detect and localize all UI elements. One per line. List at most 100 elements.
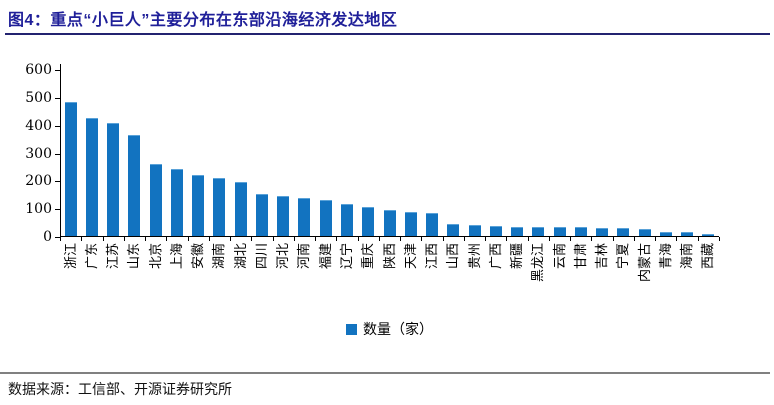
x-axis-tick [442,237,444,241]
x-axis-tick [655,237,657,241]
x-axis-label: 湖北 [232,243,248,270]
bar-湖北 [234,182,247,236]
x-axis-label: 西藏 [700,243,716,270]
x-axis-label: 陕西 [381,243,397,270]
x-axis-tick [336,237,338,241]
y-axis-tick-label: 0 [43,229,52,245]
x-axis-label: 黑龙江 [530,243,546,283]
bar-江西 [426,213,439,236]
y-axis-tick [55,153,60,155]
x-axis-tick [527,237,529,241]
x-axis-tick [123,237,125,241]
x-axis-label: 广东 [83,243,99,270]
bar-上海 [170,169,183,236]
bar-山东 [128,135,141,236]
x-axis-tick [570,237,572,241]
footer-divider [0,372,770,374]
x-axis-label: 山西 [445,243,461,270]
bar-甘肃 [574,227,587,236]
x-axis-tick [548,237,550,241]
x-axis-tick [166,237,168,241]
x-axis-tick [251,237,253,241]
bar-西藏 [702,234,715,236]
figure-title: 图4：重点“小巨人”主要分布在东部沿海经济发达地区 [8,12,398,29]
x-axis-label: 海南 [679,243,695,270]
bar-新疆 [511,227,524,236]
legend-marker-icon [346,323,357,335]
bar-河南 [298,198,311,236]
x-axis-label: 江苏 [105,243,121,270]
bar-吉林 [596,228,609,236]
y-axis-tick [55,181,60,183]
x-axis-tick [357,237,359,241]
bar-贵州 [468,225,481,236]
x-axis-tick [612,237,614,241]
x-axis-tick [463,237,465,241]
legend-label: 数量（家） [363,323,433,338]
x-axis-label: 福建 [317,243,333,270]
bar-福建 [319,200,332,236]
bar-chart: 0 100 200 300 400 500 600 浙江 广东 江苏 山东 北京 上海 安徽 湖南 湖北 四川… [0,40,774,320]
x-axis-tick [315,237,317,241]
x-axis-tick [81,237,83,241]
x-axis-label: 吉林 [594,243,610,270]
y-axis-tick [55,70,60,72]
bar-广西 [489,226,502,236]
legend: 数量（家） [60,319,719,339]
bar-河北 [277,196,290,236]
y-axis-tick-label: 300 [25,145,52,162]
x-axis-label: 安徽 [190,243,206,270]
bar-陕西 [383,210,396,236]
x-axis-label: 河南 [296,243,312,270]
x-axis-label: 山东 [126,243,142,270]
bar-云南 [553,227,566,236]
x-axis-label: 上海 [168,243,184,270]
x-axis-label: 四川 [253,243,269,270]
y-axis-tick [55,237,60,238]
x-axis-label: 宁夏 [615,243,631,270]
bar-重庆 [362,207,375,236]
x-axis-label: 浙江 [62,243,78,270]
x-axis-tick [719,237,720,241]
bar-海南 [681,232,694,236]
x-axis-tick [272,237,274,241]
bar-四川 [255,194,268,236]
y-axis-tick-label: 400 [25,117,52,134]
x-axis-tick [591,237,593,241]
y-axis-tick-label: 200 [25,173,52,190]
y-axis-tick [55,98,60,99]
x-axis-tick [676,237,678,241]
bar-广东 [85,118,98,236]
x-axis-label: 甘肃 [572,243,588,270]
x-axis-label: 河北 [275,243,291,270]
x-axis-label: 云南 [551,243,567,270]
x-axis-tick [633,237,635,241]
x-axis-label: 江西 [424,243,440,270]
x-axis-label: 内蒙古 [636,243,652,283]
x-axis-tick [60,237,61,241]
x-axis-label: 广西 [487,243,503,270]
bar-山西 [447,224,460,236]
x-axis-tick [506,237,508,241]
bar-天津 [404,212,417,236]
x-axis-tick [293,237,295,241]
x-axis-tick [187,237,189,241]
plot-area [60,64,719,237]
bar-宁夏 [617,228,630,236]
x-axis-label: 湖南 [211,243,227,270]
x-axis-label: 贵州 [466,243,482,270]
x-axis-label: 北京 [147,243,163,270]
x-axis-label: 新疆 [509,243,525,270]
bar-辽宁 [340,204,353,236]
x-axis-label: 天津 [402,243,418,270]
source-note: 数据来源：工信部、开源证券研究所 [8,383,232,398]
y-axis-tick [55,209,60,211]
bar-内蒙古 [638,229,651,236]
bar-黑龙江 [532,227,545,236]
x-axis-tick [208,237,210,241]
x-axis-tick [697,237,699,241]
bar-安徽 [192,175,205,236]
x-axis-label: 青海 [657,243,673,270]
bar-湖南 [213,178,226,236]
